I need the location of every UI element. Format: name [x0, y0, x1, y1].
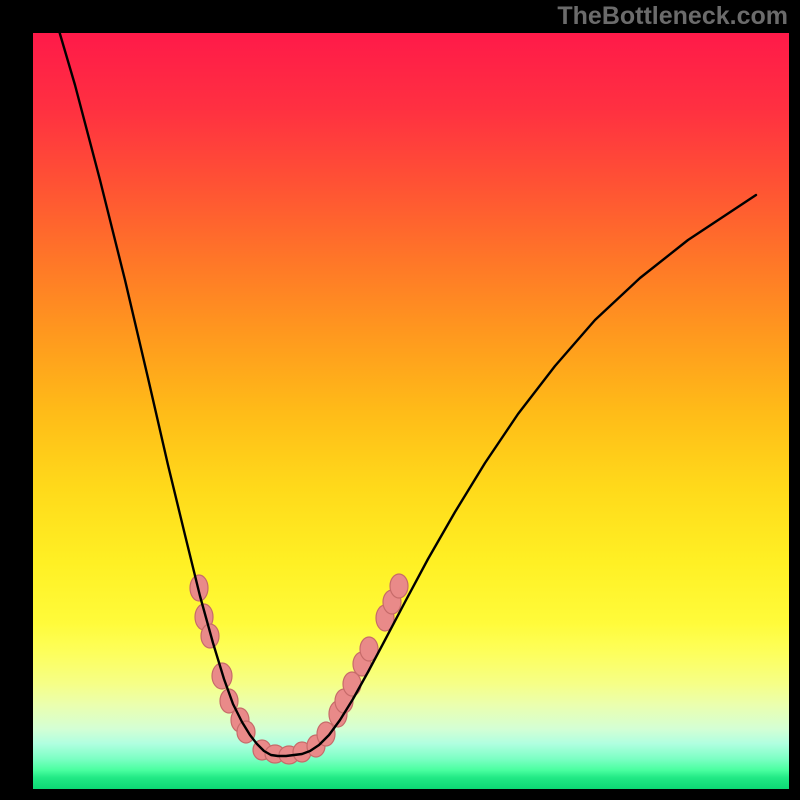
chart-frame: TheBottleneck.com [0, 0, 800, 800]
data-marker [390, 574, 408, 598]
watermark-text: TheBottleneck.com [557, 2, 788, 31]
data-marker [317, 722, 335, 746]
chart-svg [0, 0, 800, 800]
plot-background [33, 33, 789, 789]
